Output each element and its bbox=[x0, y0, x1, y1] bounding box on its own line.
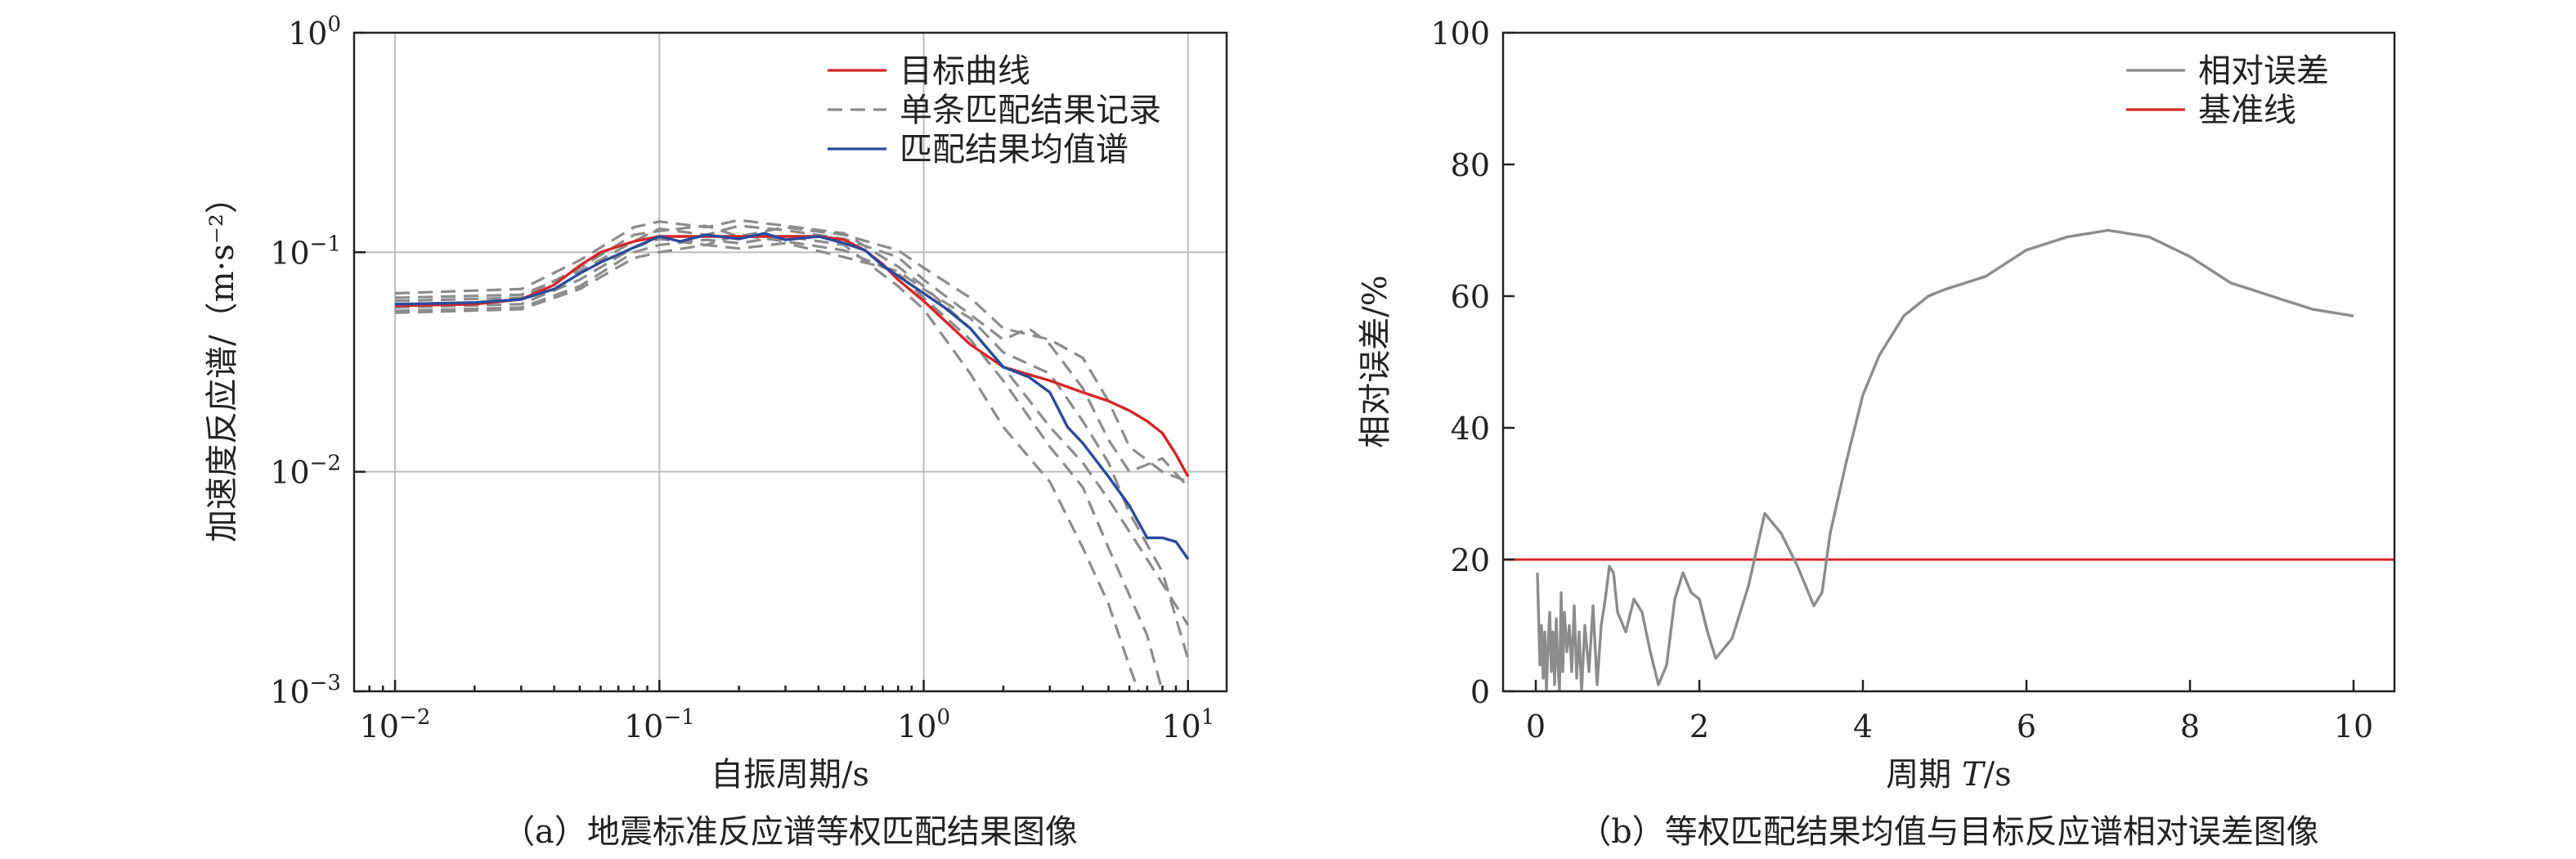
single-record-line bbox=[395, 233, 1164, 691]
panel-b-x-tick-label: 2 bbox=[1690, 708, 1709, 744]
panel-a-y-tick-label-base: 10 bbox=[288, 16, 327, 52]
panel-a-frame bbox=[352, 31, 1228, 693]
panel-b-x-axis-label-var: T bbox=[1962, 756, 1986, 794]
panel-a-y-tick-label: 10−2 bbox=[270, 452, 341, 491]
single-record-line bbox=[395, 224, 1189, 483]
panel-b-x-tick-label: 8 bbox=[2180, 708, 2200, 744]
panel-a-x-tick-label: 10−2 bbox=[360, 705, 431, 744]
panel-b-y-tick-label: 80 bbox=[1451, 147, 1490, 183]
panel-b-x-tick-label: 0 bbox=[1526, 708, 1546, 744]
panel-a-y-tick-label: 10−1 bbox=[270, 232, 341, 271]
panel-a-y-tick-label-exponent: −1 bbox=[310, 232, 341, 256]
single-record-line bbox=[395, 218, 1190, 627]
panel-b-x-axis-label-suffix: /s bbox=[1984, 756, 2012, 794]
panel-a-x-tick-label-exponent: −1 bbox=[663, 705, 694, 730]
panel-a-x-tick-label-base: 10 bbox=[1161, 708, 1200, 744]
panel-a-x-tick-label-base: 10 bbox=[360, 708, 399, 744]
panel-b-y-tick-label: 20 bbox=[1451, 542, 1490, 578]
panel-a-y-tick-label-exponent: 0 bbox=[327, 12, 341, 37]
panel-a-y-tick-label: 100 bbox=[288, 12, 341, 52]
panel-a-legend-label: 单条匹配结果记录 bbox=[900, 92, 1161, 129]
panel-a-y-tick-label: 10−3 bbox=[270, 671, 341, 710]
panel-b-series bbox=[1503, 228, 2394, 691]
panel-a-y-axis-label: 加速度反应谱/（m·s⁻²） bbox=[204, 181, 241, 542]
panel-a-y-tick-label-exponent: −3 bbox=[310, 671, 341, 695]
panel-a-caption: （a）地震标准反应谱等权匹配结果图像 bbox=[502, 813, 1078, 851]
panel-a-x-tick-label: 100 bbox=[897, 705, 950, 744]
mean-spectrum-line bbox=[395, 232, 1190, 560]
panel-b-y-tick-label: 100 bbox=[1430, 16, 1490, 52]
panel-b-y-tick-label: 40 bbox=[1451, 411, 1490, 447]
panel-a-x-tick-label-base: 10 bbox=[624, 708, 663, 744]
panel-b-x-axis-label-prefix: 周期 bbox=[1886, 756, 1962, 794]
panel-b-caption: （b）等权匹配结果均值与目标反应谱相对误差图像 bbox=[1578, 813, 2319, 851]
panel-b-x-axis-label: 周期 T/s bbox=[1886, 756, 2011, 794]
panel-a-legend-label: 匹配结果均值谱 bbox=[900, 131, 1129, 169]
target-curve-line bbox=[395, 235, 1190, 478]
panel-a-x-tick-label: 101 bbox=[1161, 705, 1214, 744]
panel-a-y-tick-label-base: 10 bbox=[270, 235, 309, 271]
panel-a-x-tick-label-base: 10 bbox=[897, 708, 936, 744]
panel-a-y-tick-label-base: 10 bbox=[270, 674, 309, 710]
panel-a-y-tick-label-exponent: −2 bbox=[310, 452, 341, 476]
panel-a-series bbox=[395, 218, 1190, 691]
panel-a-x-tick-label-exponent: 0 bbox=[936, 705, 950, 730]
panel-a-legend-label: 目标曲线 bbox=[900, 52, 1030, 90]
panel-b-legend-label: 相对误差 bbox=[2198, 52, 2329, 90]
relative-error-line bbox=[1536, 228, 2354, 691]
panel-b-x-tick-label: 6 bbox=[2017, 708, 2036, 744]
panel-b-y-axis-label: 相对误差/% bbox=[1357, 275, 1394, 447]
panel-b-x-tick-label: 4 bbox=[1853, 708, 1873, 744]
panel-b-frame bbox=[1501, 31, 2396, 693]
single-record-line bbox=[395, 235, 1140, 691]
single-record-line bbox=[395, 241, 1190, 660]
panel-a-x-tick-label-exponent: −2 bbox=[399, 705, 430, 730]
panel-a-y-tick-label-base: 10 bbox=[270, 455, 309, 491]
panel-b-x-tick-label: 10 bbox=[2334, 708, 2373, 744]
panel-b-y-tick-label: 0 bbox=[1470, 674, 1490, 710]
panel-a-x-tick-label-exponent: 1 bbox=[1201, 705, 1215, 730]
panel-b-y-tick-label: 60 bbox=[1451, 279, 1490, 315]
panel-a-x-axis-label: 自振周期/s bbox=[711, 756, 869, 794]
panel-a-x-tick-label: 10−1 bbox=[624, 705, 695, 744]
panel-b-legend-label: 基准线 bbox=[2198, 92, 2296, 129]
